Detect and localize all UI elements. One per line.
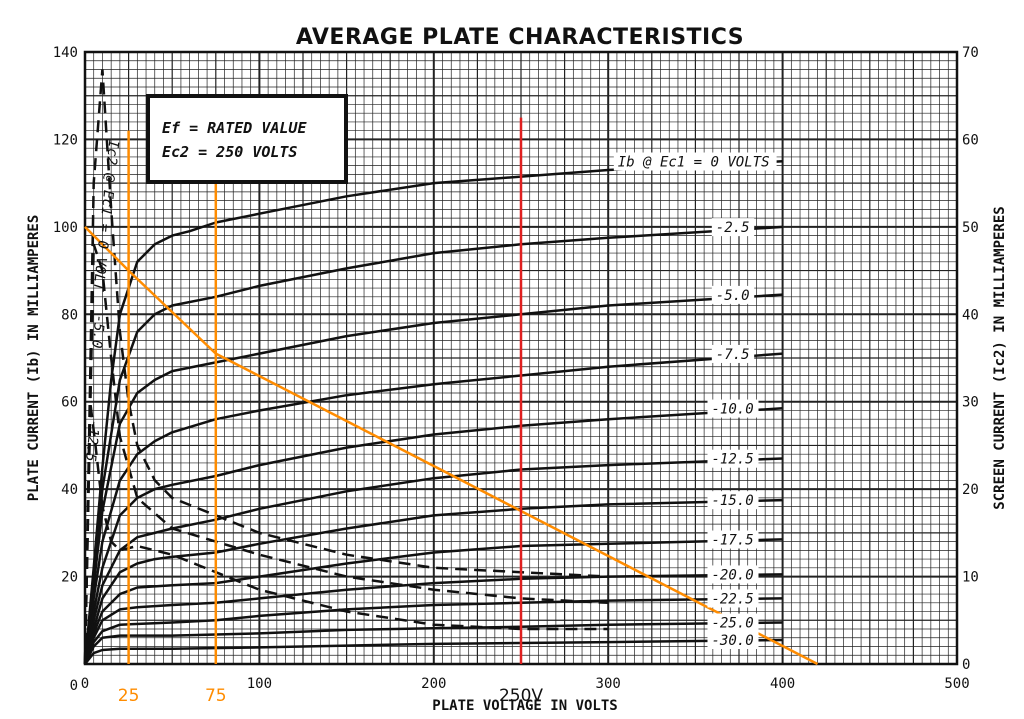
plate-curve-label: -5.0 — [716, 288, 750, 304]
screen-curve — [83, 243, 609, 665]
screen-curve — [83, 69, 609, 665]
y-tick-label: 120 — [53, 132, 78, 148]
y2-tick-label: 60 — [962, 132, 979, 148]
y-tick-label: 100 — [53, 220, 78, 236]
plate-curve-label: -7.5 — [716, 347, 750, 363]
x-tick-label: 0 — [81, 676, 89, 692]
y2-tick-label: 50 — [962, 220, 979, 236]
plate-curve — [83, 352, 783, 665]
plate-curve-label: -30.0 — [712, 633, 754, 649]
vertical-marker-label: 25 — [118, 686, 140, 706]
y-axis-label: PLATE CURRENT (Ib) IN MILLIAMPERES — [26, 215, 42, 502]
plate-curve-label: -20.0 — [712, 567, 754, 583]
plate-curve-label-bg — [707, 631, 759, 650]
screen-curve-label: -5.0 — [88, 314, 107, 349]
plate-curve — [83, 597, 783, 665]
plate-curve-label: -25.0 — [712, 616, 754, 632]
plate-curve — [83, 407, 783, 665]
x-tick-label: 400 — [770, 676, 795, 692]
y-tick-label-origin: 0 — [70, 678, 78, 694]
vertical-marker-label: 250V — [499, 686, 543, 706]
y-tick-label: 140 — [53, 45, 78, 61]
plate-curve-label-bg — [707, 491, 759, 510]
conditions-box: Ef = RATED VALUE Ec2 = 250 VOLTS — [146, 94, 348, 184]
plate-curve — [83, 621, 783, 665]
y-tick-label: 60 — [61, 395, 78, 411]
plate-curve — [83, 457, 783, 665]
y2-tick-label: 70 — [962, 45, 979, 61]
x-tick-label: 300 — [596, 676, 621, 692]
vertical-marker-label: 75 — [205, 686, 227, 706]
chart-overlays: 25 75 250V — [84, 117, 819, 706]
y-tick-label: 20 — [61, 570, 78, 586]
chart-axes: 0 100 200 300 400 500204060801001201400010203… — [53, 45, 979, 694]
y-tick-label: 40 — [61, 482, 78, 498]
y2-tick-label: 0 — [962, 657, 970, 673]
x-tick-label: 500 — [944, 676, 969, 692]
plate-curve — [84, 638, 783, 665]
condition-ef: Ef = RATED VALUE — [162, 119, 307, 137]
plate-curve — [83, 293, 783, 665]
plate-curve-label-bg — [707, 589, 759, 608]
y-tick-label: 80 — [61, 307, 78, 323]
y2-axis-label: SCREEN CURRENT (Ic2) IN MILLIAMPERES — [992, 206, 1008, 509]
plate-curve-label-bg — [711, 344, 755, 363]
plate-curve-label-bg — [707, 399, 759, 418]
y2-tick-label: 20 — [962, 482, 979, 498]
plate-curve-label: -22.5 — [712, 591, 754, 607]
plate-curve-label-bg — [711, 218, 755, 237]
plate-curve — [83, 160, 783, 665]
plate-curve-label-bg — [707, 449, 759, 468]
screen-curve — [83, 401, 609, 665]
y2-tick-label: 10 — [962, 570, 979, 586]
plate-curve-label-bg — [613, 152, 777, 171]
plate-curve-label: -12.5 — [712, 452, 754, 468]
plate-curve-label-bg — [707, 613, 759, 632]
x-tick-label: 100 — [247, 676, 272, 692]
x-tick-label: 200 — [421, 676, 446, 692]
plate-curve — [83, 225, 783, 665]
plate-curve-label-bg — [707, 530, 759, 549]
plate-curve — [83, 498, 783, 665]
chart-title: AVERAGE PLATE CHARACTERISTICS — [296, 25, 744, 50]
plate-curve-label-bg — [711, 285, 755, 304]
condition-ec2: Ec2 = 250 VOLTS — [162, 143, 297, 161]
plate-curve-label: -10.0 — [712, 402, 754, 418]
y2-tick-label: 40 — [962, 307, 979, 323]
plate-curve-label: -2.5 — [716, 220, 750, 236]
plate-curve-label-bg — [707, 565, 759, 584]
plate-curve-label: -15.0 — [712, 493, 754, 509]
chart-labels: Ib @ Ec1 = 0 VOLTS -2.5 -5.0 -7.5 -10.0 -12.5… — [82, 139, 777, 650]
screen-curve-label: -12.5 — [82, 419, 102, 463]
y2-tick-label: 30 — [962, 395, 979, 411]
plate-curve-label: Ib @ Ec1 = 0 VOLTS — [618, 155, 770, 171]
plate-curve-label: -17.5 — [712, 533, 754, 549]
x-axis-label: PLATE VOLTAGE IN VOLTS — [432, 698, 617, 714]
